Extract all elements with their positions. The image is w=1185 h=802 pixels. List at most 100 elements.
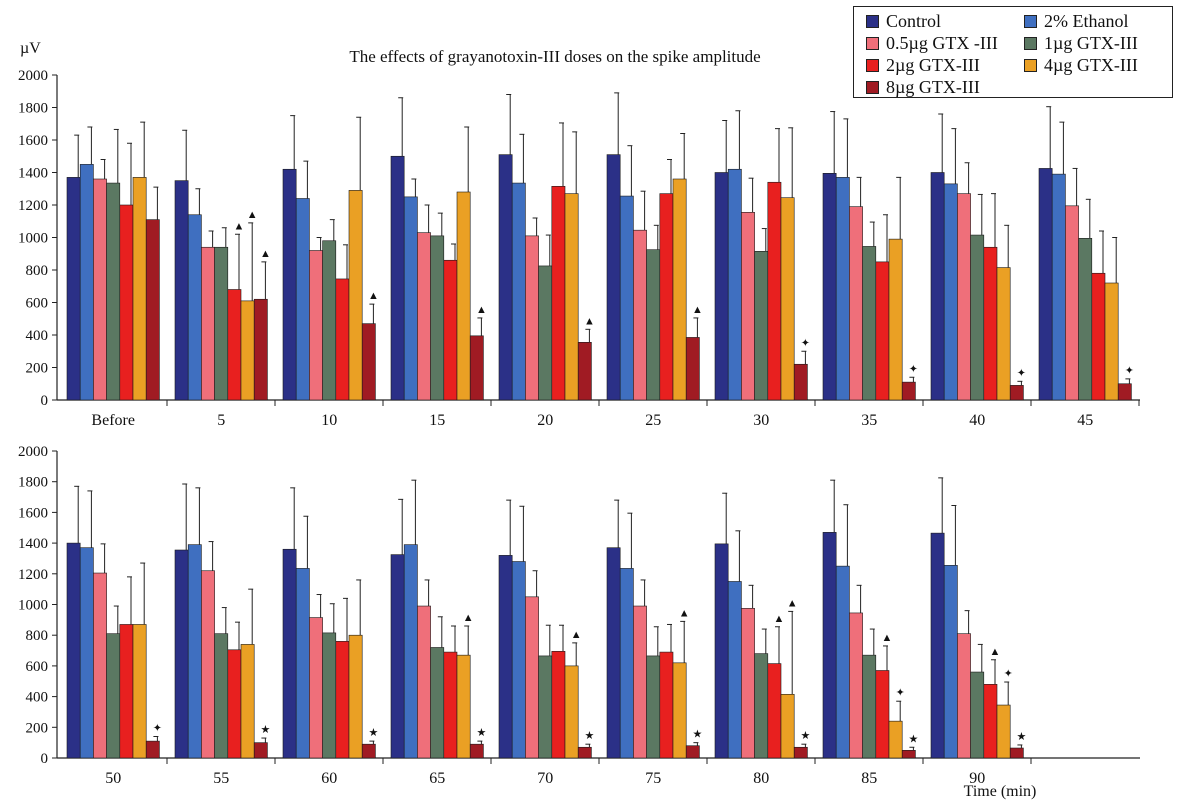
bar — [443, 651, 458, 759]
bar — [930, 532, 945, 759]
x-tick-label: 75 — [645, 770, 661, 787]
legend-swatch — [1024, 14, 1037, 28]
bar — [201, 570, 215, 759]
x-tick-label: 35 — [861, 412, 877, 429]
bar — [456, 654, 471, 759]
bar — [295, 198, 310, 401]
bar — [793, 363, 808, 401]
bar — [106, 633, 121, 759]
y-axis-label: µV — [20, 40, 41, 57]
legend-label: 2% Ethanol — [1044, 10, 1129, 31]
bar — [282, 168, 297, 401]
bar — [214, 633, 229, 759]
bar — [606, 154, 621, 401]
bar — [714, 543, 729, 759]
bar — [741, 608, 755, 759]
bar — [822, 532, 837, 759]
y-tick-label: 1800 — [18, 475, 48, 491]
y-tick-label: 0 — [41, 751, 49, 767]
bar — [727, 581, 742, 759]
bar — [1009, 747, 1024, 759]
bar — [996, 704, 1011, 759]
significance-marker: ▲ — [787, 597, 798, 609]
bar — [119, 204, 134, 401]
legend-label: 1µg GTX-III — [1044, 32, 1138, 53]
bar — [780, 693, 795, 759]
bar — [862, 654, 877, 759]
bar — [875, 261, 890, 401]
bar — [240, 644, 255, 759]
bar — [930, 172, 945, 401]
bar — [957, 633, 971, 759]
x-axis-label: Time (min) — [964, 783, 1037, 800]
bar — [849, 206, 863, 401]
x-tick-label: 45 — [1077, 412, 1093, 429]
bar — [403, 544, 418, 759]
bar — [309, 617, 323, 759]
bar — [322, 632, 337, 759]
bar — [943, 183, 958, 401]
significance-marker: ✦ — [801, 337, 810, 349]
y-tick-label: 2000 — [18, 68, 48, 84]
bar — [93, 572, 107, 759]
bar — [469, 335, 484, 401]
significance-marker: ▲ — [584, 315, 595, 327]
bar — [659, 651, 674, 759]
bar — [390, 554, 405, 759]
bar — [443, 259, 458, 401]
bar — [606, 547, 621, 759]
bar — [214, 246, 229, 401]
significance-marker: ▲ — [368, 290, 379, 302]
bar — [577, 342, 592, 401]
significance-marker: ★ — [1016, 731, 1026, 743]
bar — [253, 742, 268, 759]
bar — [174, 180, 189, 401]
significance-marker: ✦ — [1017, 367, 1026, 379]
significance-marker: ★ — [476, 727, 486, 739]
bar — [361, 323, 376, 401]
bar — [564, 193, 579, 401]
bar — [888, 720, 903, 759]
bar — [901, 750, 916, 759]
bar — [835, 565, 850, 759]
bar — [348, 190, 363, 401]
bar — [685, 337, 700, 401]
bar — [511, 182, 526, 401]
bar — [619, 195, 634, 401]
bar — [295, 568, 310, 759]
bar — [335, 278, 350, 401]
significance-marker: ▲ — [571, 629, 582, 641]
significance-marker: ▲ — [260, 248, 271, 260]
bar — [727, 168, 742, 401]
bar — [875, 670, 890, 759]
legend-item: 2% Ethanol — [1024, 11, 1128, 31]
significance-marker: ★ — [260, 724, 270, 736]
bar — [943, 565, 958, 759]
bar — [145, 740, 160, 759]
bar — [79, 164, 94, 401]
bar — [672, 662, 687, 759]
legend-swatch — [1024, 36, 1037, 50]
bar — [322, 240, 337, 401]
legend-item: 2µg GTX-III — [866, 55, 980, 75]
bar — [754, 653, 769, 759]
bar — [403, 196, 418, 401]
bar — [498, 154, 513, 401]
bar — [430, 647, 445, 759]
bar — [633, 605, 647, 759]
x-tick-label: 60 — [321, 770, 337, 787]
bar — [417, 232, 431, 401]
x-tick-label: 65 — [429, 770, 445, 787]
y-tick-label: 2000 — [18, 444, 48, 460]
bar — [983, 684, 998, 759]
x-tick-label: 10 — [321, 412, 337, 429]
bar — [93, 178, 107, 401]
bar — [525, 235, 539, 401]
panel-1: 0 200 400 600 800 1000 1200 1400 1600 1800 2000 Bef… — [18, 68, 1140, 429]
bar — [227, 649, 242, 759]
bar — [888, 238, 903, 401]
legend-swatch — [866, 80, 879, 94]
bar — [1038, 168, 1053, 401]
x-tick-label: 70 — [537, 770, 553, 787]
y-tick-label: 1600 — [18, 133, 48, 149]
